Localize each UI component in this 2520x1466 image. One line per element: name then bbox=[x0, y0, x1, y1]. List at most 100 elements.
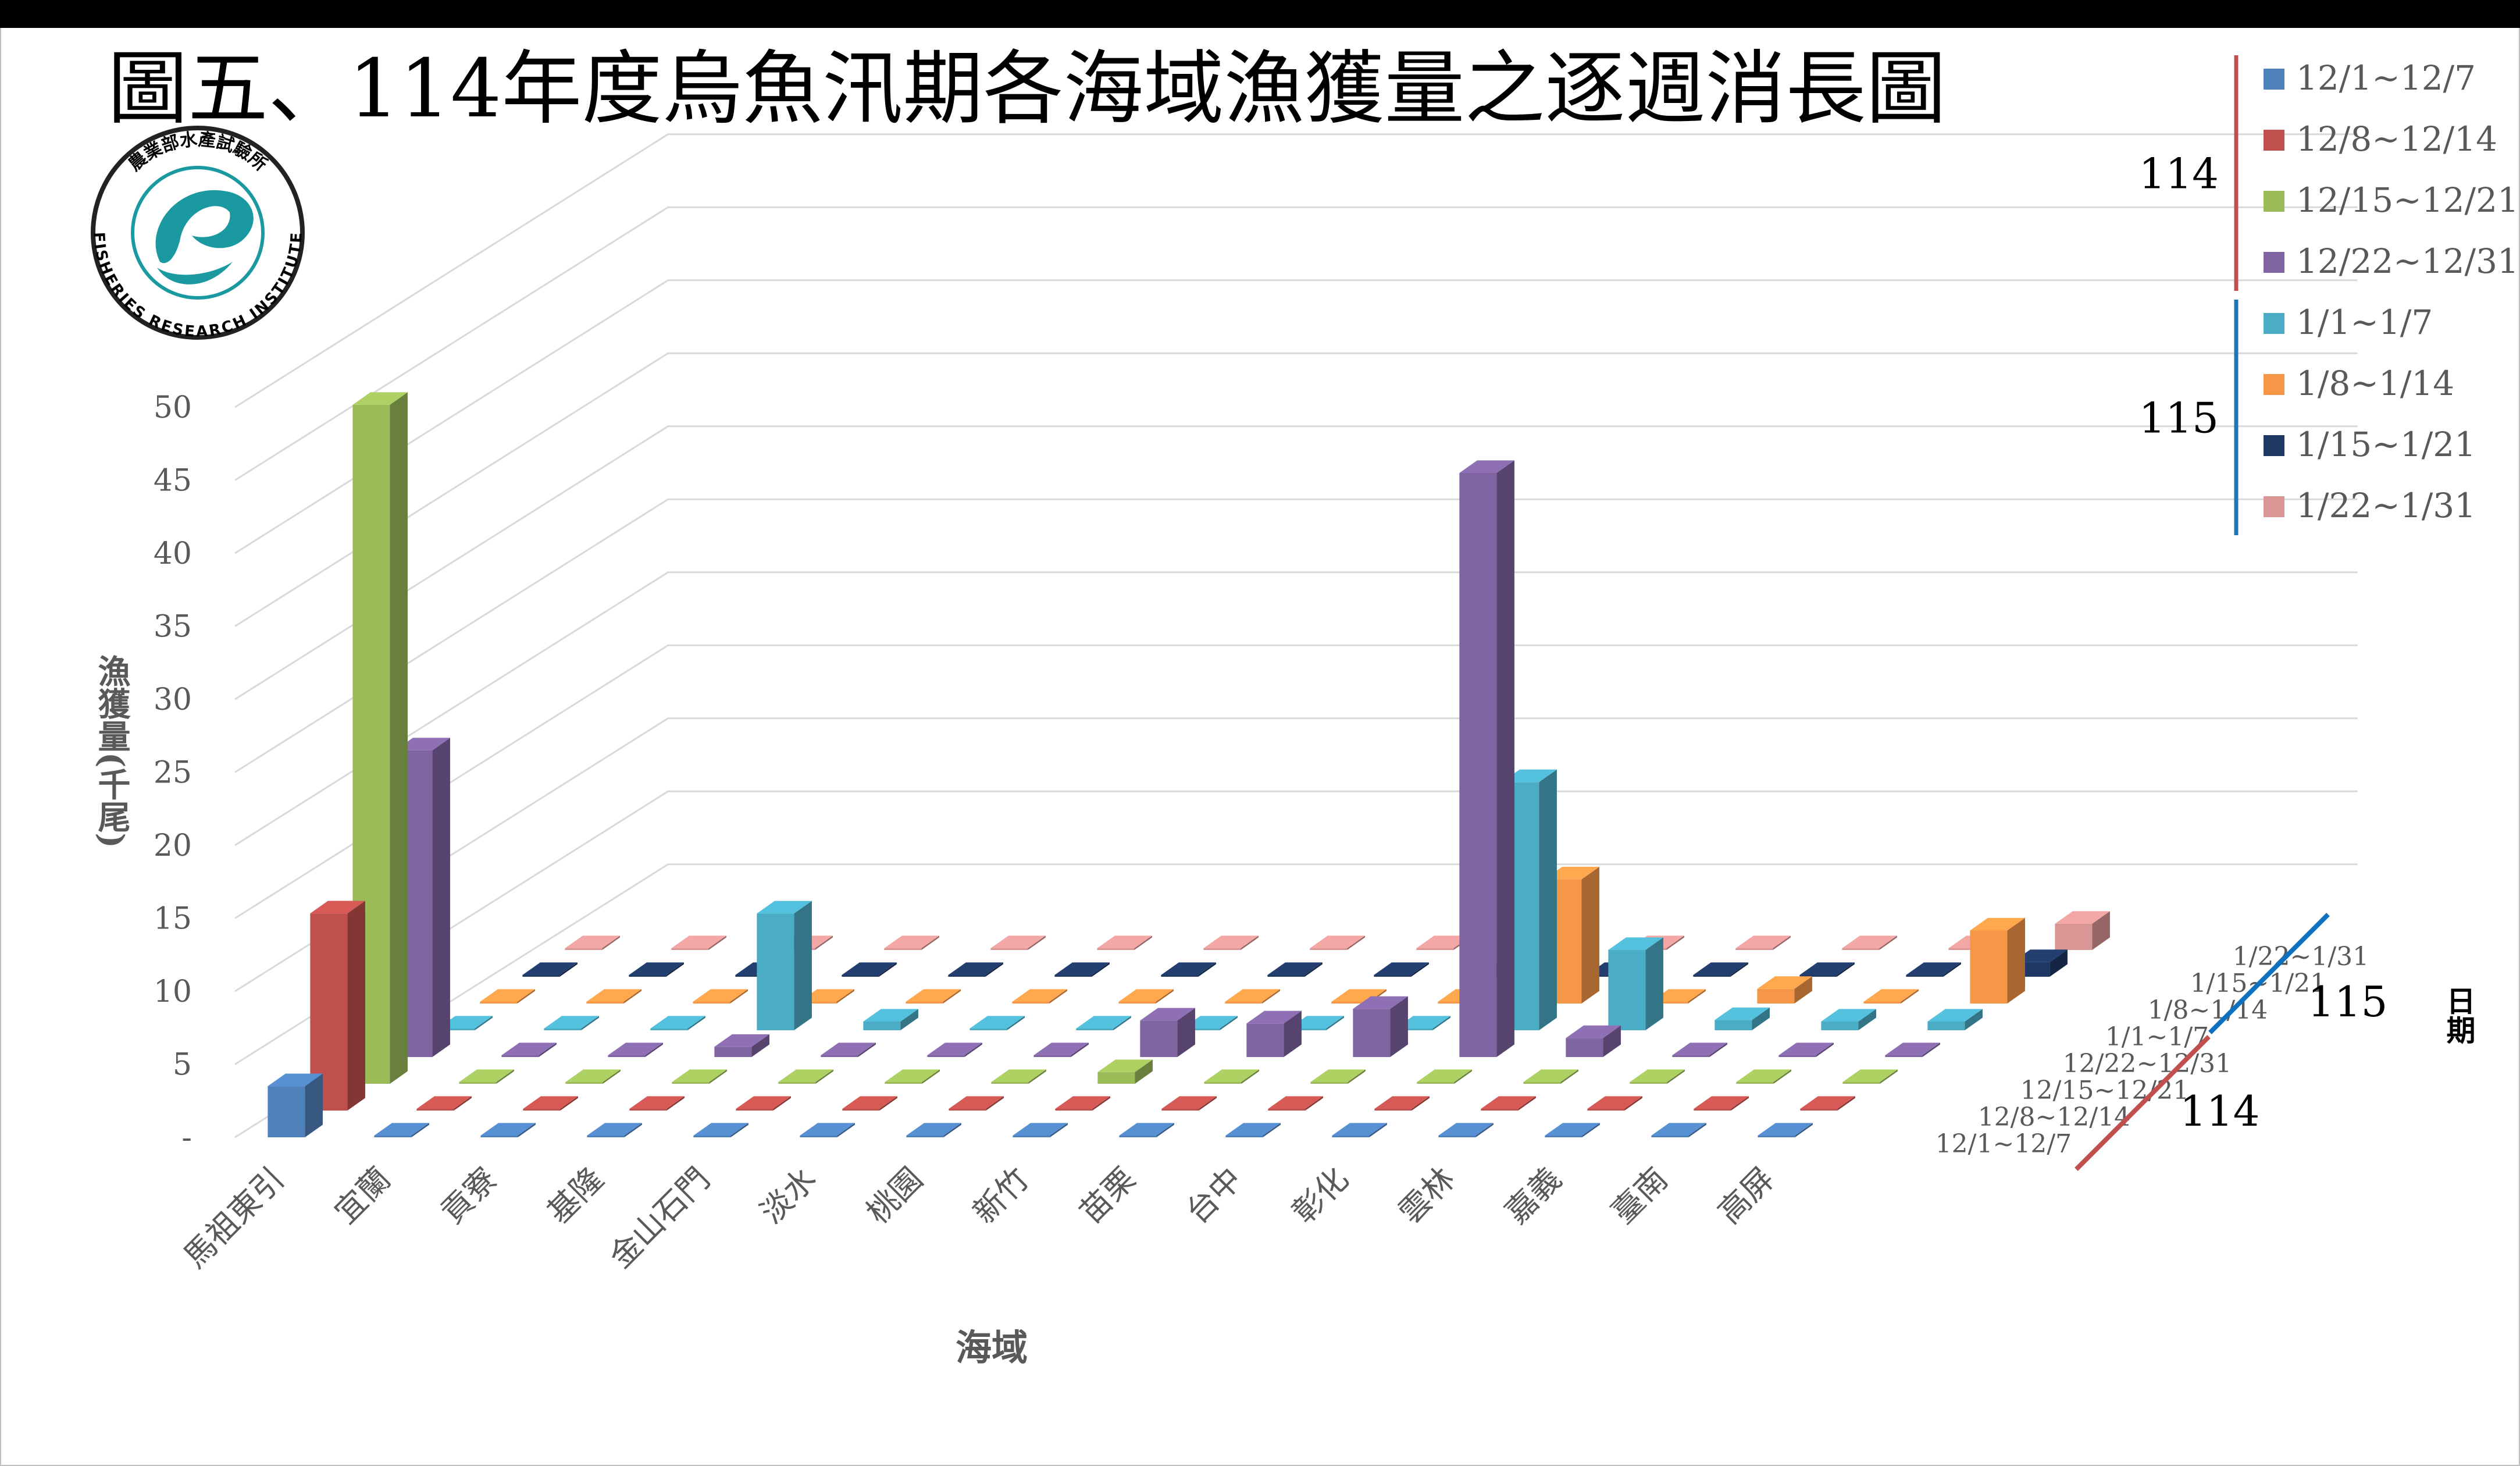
bar-side bbox=[751, 1034, 769, 1057]
bar-top bbox=[1672, 1042, 1727, 1055]
bar-front bbox=[1054, 974, 1092, 977]
bar-top bbox=[1161, 962, 1216, 975]
bar bbox=[906, 1123, 961, 1137]
bar-front bbox=[842, 974, 879, 977]
bar-top bbox=[1097, 935, 1152, 948]
bar bbox=[1118, 989, 1174, 1004]
bar-side bbox=[623, 989, 641, 1004]
bar-top bbox=[736, 1096, 791, 1109]
bar-top bbox=[842, 1096, 897, 1109]
bar-top bbox=[1225, 989, 1280, 1002]
bar bbox=[2012, 949, 2068, 977]
bar-front bbox=[1651, 1135, 1689, 1137]
bar bbox=[1374, 1096, 1430, 1111]
bar-front bbox=[1842, 948, 1880, 950]
bar bbox=[948, 962, 1003, 977]
bar-top bbox=[1438, 1123, 1494, 1136]
bar-side bbox=[1879, 935, 1897, 950]
bar bbox=[459, 1069, 514, 1084]
bar-top bbox=[1842, 935, 1897, 948]
bar-side bbox=[1837, 962, 1855, 977]
bar bbox=[1332, 1123, 1387, 1137]
bar bbox=[1757, 976, 1812, 1004]
legend-label: 1/1~1/7 bbox=[2296, 303, 2433, 342]
bar-front bbox=[1331, 1001, 1369, 1004]
bar-side bbox=[1688, 1123, 1706, 1137]
bar-side bbox=[1348, 1069, 1366, 1084]
bar-side bbox=[794, 901, 812, 1030]
bar-side bbox=[1858, 1009, 1876, 1030]
bar bbox=[268, 1073, 323, 1137]
bar-side bbox=[986, 1096, 1004, 1111]
bar-side bbox=[1539, 769, 1557, 1030]
bar-front bbox=[1885, 1055, 1923, 1057]
bar-side bbox=[559, 962, 578, 977]
bar-side bbox=[1220, 1016, 1238, 1030]
bar-front bbox=[1821, 1021, 1859, 1030]
bar-front bbox=[1310, 948, 1348, 950]
bar-top bbox=[1630, 1069, 1685, 1082]
bar-side bbox=[837, 1123, 855, 1137]
bar-top bbox=[1842, 1069, 1898, 1082]
bar-front bbox=[949, 1108, 986, 1111]
bar bbox=[1310, 935, 1365, 950]
bar bbox=[587, 1123, 642, 1137]
bar-front bbox=[1630, 1081, 1667, 1084]
bar-top bbox=[1502, 769, 1557, 782]
bar bbox=[821, 1042, 876, 1057]
bar bbox=[906, 989, 961, 1004]
bar bbox=[1417, 1069, 1472, 1084]
bar-side bbox=[709, 1069, 727, 1084]
bar-top bbox=[374, 1123, 429, 1136]
bar-front bbox=[948, 974, 986, 977]
bar-side bbox=[1369, 1123, 1387, 1137]
bar-side bbox=[1156, 989, 1174, 1004]
bar-side bbox=[1092, 1096, 1110, 1111]
bar-front bbox=[863, 1021, 901, 1030]
bar-front bbox=[1268, 1108, 1306, 1111]
y-axis-title-text: 漁獲量(千尾) bbox=[92, 654, 131, 848]
legend-swatch bbox=[2264, 435, 2284, 456]
bar bbox=[1310, 1069, 1366, 1084]
bar-top bbox=[2012, 949, 2068, 962]
bar-front bbox=[1694, 1108, 1731, 1111]
bar bbox=[1608, 937, 1663, 1030]
bar-top bbox=[480, 1123, 536, 1136]
bar-side bbox=[1922, 1042, 1940, 1057]
bar bbox=[1097, 935, 1152, 950]
bar-front bbox=[1800, 1108, 1838, 1111]
bar-side bbox=[1326, 1016, 1344, 1030]
bar bbox=[565, 935, 620, 950]
bar-front bbox=[714, 1047, 752, 1057]
bar-side bbox=[1305, 1096, 1323, 1111]
bar bbox=[352, 392, 408, 1084]
bar bbox=[1736, 1069, 1791, 1084]
bar-front bbox=[1374, 1108, 1412, 1111]
bar-top bbox=[842, 962, 897, 975]
bar-top bbox=[416, 1096, 472, 1109]
bar bbox=[1672, 1042, 1727, 1057]
bar-side bbox=[1496, 460, 1514, 1057]
bar-front bbox=[906, 1135, 944, 1137]
bar-side bbox=[1049, 989, 1067, 1004]
bar-front bbox=[1906, 974, 1944, 977]
bar-side bbox=[1943, 962, 1961, 977]
bar-side bbox=[1156, 1123, 1174, 1137]
bar-top bbox=[693, 1123, 748, 1136]
bar bbox=[416, 1096, 472, 1111]
depth-tick-label: 1/8~1/14 bbox=[2148, 995, 2268, 1025]
bar-front bbox=[1395, 1028, 1433, 1030]
bar-side bbox=[624, 1123, 642, 1137]
bar-side bbox=[879, 962, 897, 977]
bar-front bbox=[459, 1081, 497, 1084]
bar-front bbox=[1948, 948, 1986, 950]
bar-front bbox=[1863, 1001, 1901, 1004]
bar-top bbox=[1140, 1008, 1195, 1021]
bar-front bbox=[1799, 974, 1837, 977]
bar-top bbox=[1310, 935, 1365, 948]
bar bbox=[1821, 1009, 1876, 1030]
bar-front bbox=[1672, 1055, 1710, 1057]
legend-label: 12/1~12/7 bbox=[2296, 58, 2476, 98]
bar-top bbox=[1800, 1096, 1855, 1109]
